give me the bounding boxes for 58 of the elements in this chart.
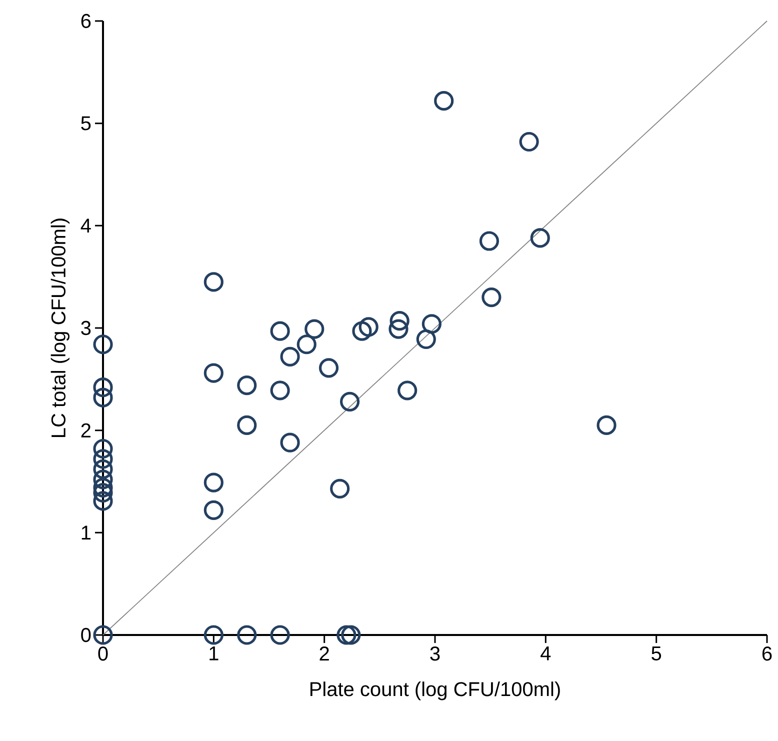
point — [93, 470, 113, 490]
point — [93, 438, 113, 459]
x-tick-label: 4 — [540, 646, 551, 660]
point — [204, 500, 224, 520]
point — [596, 415, 616, 436]
point — [388, 319, 408, 339]
point — [530, 228, 550, 248]
y-tick-label: 1 — [82, 526, 90, 540]
point — [204, 363, 224, 383]
y-tick-label: 3 — [81, 320, 91, 336]
x-tick-label: 6 — [762, 646, 772, 661]
point — [204, 625, 224, 645]
point — [93, 449, 113, 469]
point — [237, 376, 257, 396]
point — [434, 91, 454, 111]
point — [280, 346, 300, 366]
y-tick-label: 5 — [81, 116, 91, 130]
y-tick-label: 0 — [81, 628, 91, 642]
point — [340, 392, 360, 412]
point — [390, 311, 410, 331]
point — [204, 272, 224, 292]
y-tick-label: 6 — [81, 14, 91, 28]
point — [237, 625, 257, 645]
point — [93, 334, 113, 354]
point — [270, 625, 290, 645]
point — [304, 319, 324, 339]
point — [280, 432, 300, 452]
point — [204, 472, 224, 492]
point — [479, 231, 500, 251]
point — [93, 625, 113, 645]
point — [93, 388, 113, 408]
x-tick-label: 5 — [652, 646, 662, 660]
point — [270, 321, 290, 341]
point — [330, 478, 350, 498]
point — [237, 415, 257, 436]
y-axis-title: LC total (log CFU/100ml) — [50, 218, 70, 437]
point — [318, 358, 339, 378]
point — [422, 314, 442, 334]
point — [352, 321, 372, 341]
point — [93, 459, 113, 480]
point — [270, 380, 290, 400]
point — [93, 378, 113, 398]
point — [296, 334, 316, 354]
x-tick-label: 0 — [98, 646, 108, 661]
point — [482, 287, 502, 308]
x-tick-label: 3 — [430, 646, 440, 661]
point — [93, 482, 113, 503]
point — [93, 491, 113, 511]
y-tick-label: 2 — [81, 423, 90, 438]
x-tick-label: 2 — [320, 646, 329, 660]
x-tick-label: 1 — [210, 646, 218, 660]
point — [93, 478, 113, 498]
point — [416, 329, 436, 350]
point — [398, 380, 418, 400]
point — [358, 317, 378, 337]
point — [519, 132, 539, 152]
x-axis-title: Plate count (log CFU/100ml) — [310, 682, 560, 700]
y-tick-label: 4 — [80, 218, 91, 233]
